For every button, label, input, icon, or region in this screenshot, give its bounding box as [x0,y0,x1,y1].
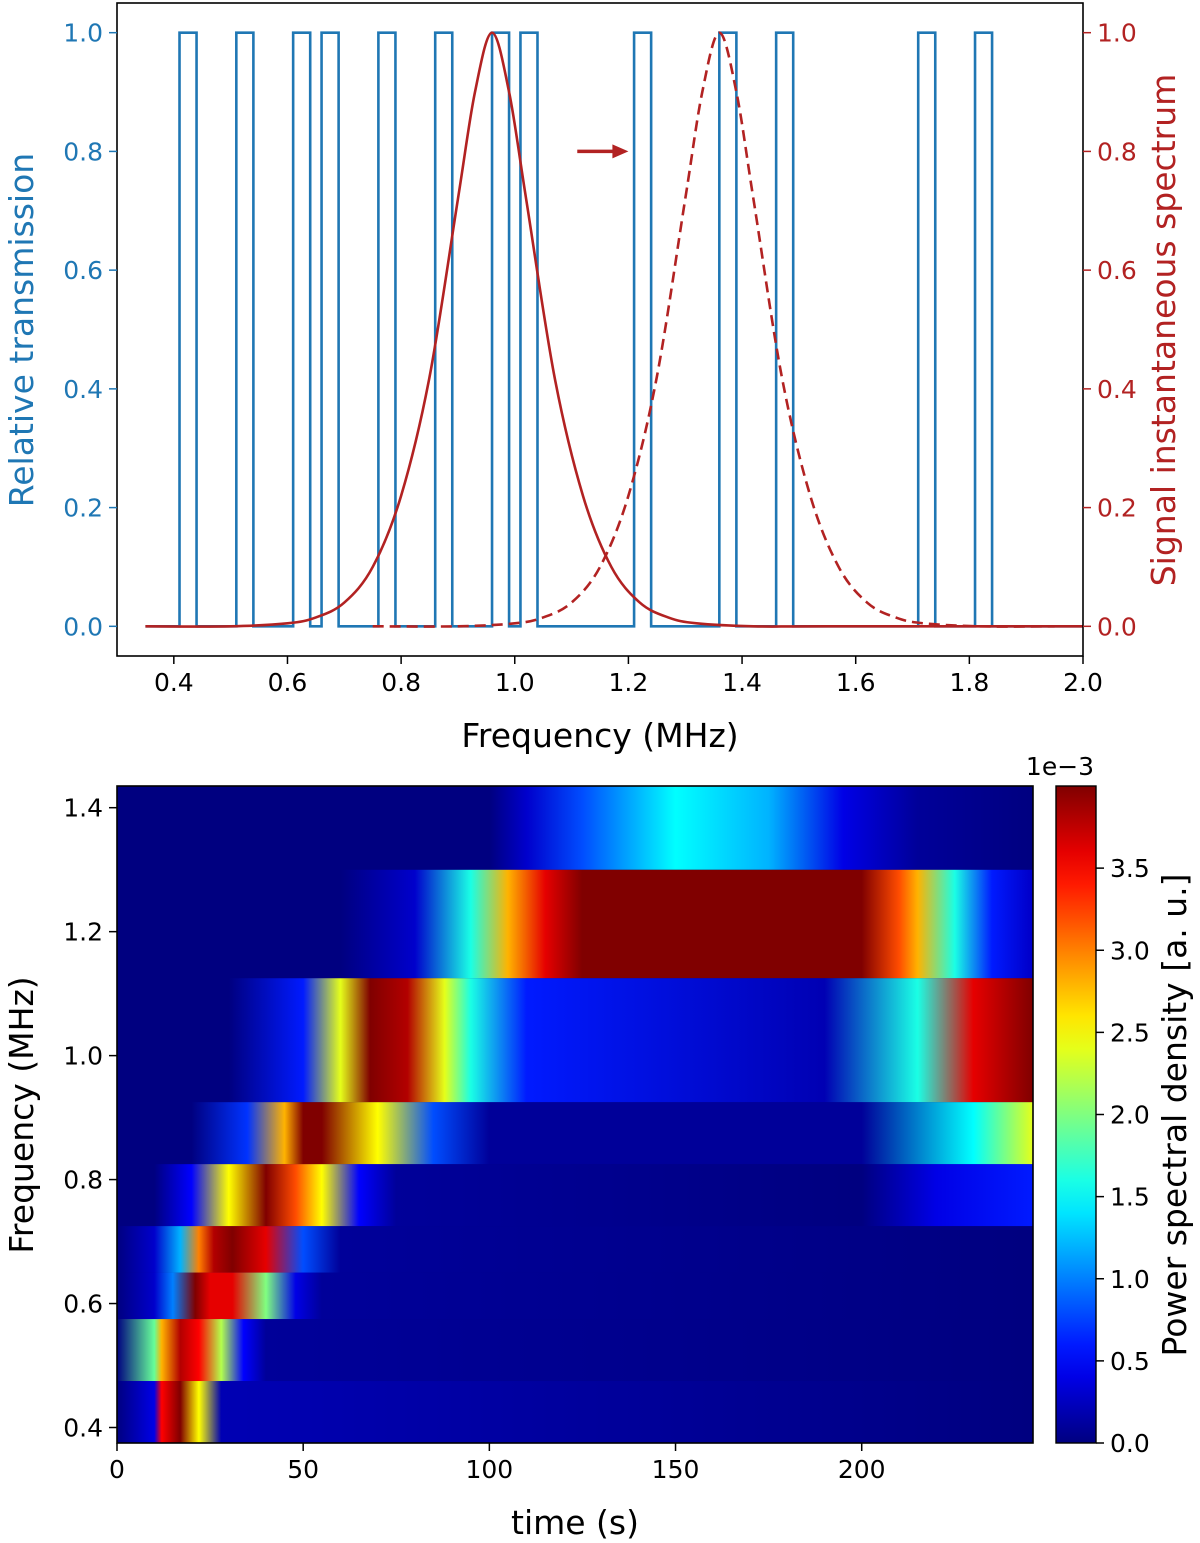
colorbar-tick-label: 0.5 [1110,1347,1150,1376]
shifted-spectrum-line [372,31,1055,628]
heatmap-y-tick-label: 0.4 [63,1414,103,1443]
colorbar-offset-label: 1e−3 [1026,752,1094,781]
top-x-axis-label: Frequency (MHz) [461,716,738,755]
top-plot-frame [116,2,1084,657]
heatmap-x-tick-label: 150 [652,1455,700,1484]
top-left-y-tick-label: 0.4 [63,375,103,404]
colorbar-tick-label: 2.5 [1110,1018,1150,1047]
heatmap-frame [116,785,1034,1444]
top-right-y-tick-label: 0.4 [1097,375,1137,404]
top-x-tick-label: 1.0 [495,668,535,697]
top-x-tick-label: 0.4 [154,668,194,697]
heatmap-x-tick-label: 50 [287,1455,319,1484]
top-x-tick-label: 1.4 [722,668,762,697]
top-left-y-tick-label: 0.2 [63,494,103,523]
heatmap-y-tick-label: 1.2 [63,918,103,947]
heatmap-band [117,786,1033,870]
heatmap-band [117,1164,1033,1227]
heatmap-band [117,869,1033,979]
signal-spectrum-line [145,31,1083,628]
top-right-y-tick-label: 0.8 [1097,137,1137,166]
colorbar-tick-label: 3.5 [1110,854,1150,883]
colorbar-gradient [1056,786,1096,1443]
heatmap-y-tick-label: 1.4 [63,794,103,823]
top-right-y-tick-label: 0.6 [1097,256,1137,285]
heatmap-x-tick-label: 0 [109,1455,125,1484]
top-left-y-tick-label: 1.0 [63,19,103,48]
heatmap-band [117,1272,1033,1320]
top-right-y-tick-label: 1.0 [1097,19,1137,48]
heatmap-y-tick-label: 1.0 [63,1042,103,1071]
shift-arrow-head [612,144,629,159]
top-x-tick-label: 1.8 [949,668,989,697]
top-x-tick-label: 2.0 [1063,668,1103,697]
top-x-tick-label: 0.6 [268,668,308,697]
top-left-y-tick-label: 0.0 [63,612,103,641]
heatmap-band [117,1226,1033,1273]
transmission-spectrum-panel: 0.4 0.6 0.8 1.0 1.2 1.4 1.6 1.8 2.0 0.0 0.2 0.4 0.6 0… [2,2,1183,755]
top-left-y-tick-label: 0.8 [63,137,103,166]
colorbar-tick-label: 3.0 [1110,936,1150,965]
heatmap-x-tick-label: 200 [838,1455,886,1484]
top-right-y-tick-label: 0.0 [1097,612,1137,641]
heatmap-band [117,1319,1033,1382]
top-left-y-axis-label: Relative transmission [2,153,41,507]
heatmap-x-tick-label: 100 [465,1455,513,1484]
top-right-y-axis-label: Signal instantaneous spectrum [1144,74,1183,587]
top-x-tick-label: 0.8 [381,668,421,697]
colorbar-label: Power spectral density [a. u.] [1155,873,1194,1356]
top-right-y-tick-label: 0.2 [1097,494,1137,523]
colorbar-tick-label: 2.0 [1110,1101,1150,1130]
heatmap-band [117,1381,1033,1443]
colorbar-tick-label: 1.5 [1110,1183,1150,1212]
top-left-y-tick-label: 0.6 [63,256,103,285]
colorbar-tick-label: 1.0 [1110,1265,1150,1294]
heatmap-y-tick-label: 0.6 [63,1290,103,1319]
heatmap-y-tick-label: 0.8 [63,1166,103,1195]
top-x-tick-label: 1.6 [836,668,876,697]
top-x-tick-label: 1.2 [609,668,649,697]
colorbar-tick-label: 0.0 [1110,1429,1150,1458]
heatmap-y-axis-label: Frequency (MHz) [2,976,41,1253]
heatmap-band [117,978,1033,1103]
heatmap-band [117,1102,1033,1165]
heatmap-x-axis-label: time (s) [511,1503,639,1542]
colorbar-frame [1055,785,1097,1444]
